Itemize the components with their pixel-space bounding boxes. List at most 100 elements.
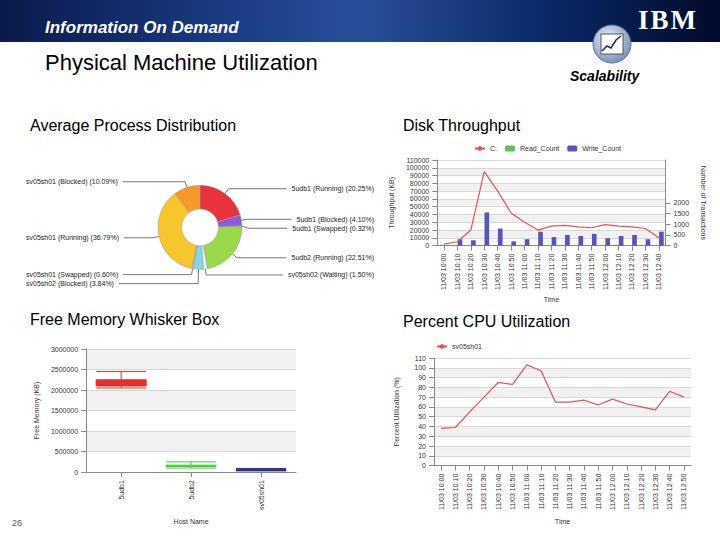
svg-text:60: 60 xyxy=(418,403,426,410)
svg-text:11/03 10:30: 11/03 10:30 xyxy=(480,474,487,511)
svg-text:Free Memory (KB): Free Memory (KB) xyxy=(33,382,41,440)
html-text:IBM: IBM xyxy=(638,5,698,35)
svg-text:11/03 10:10: 11/03 10:10 xyxy=(452,474,459,511)
svg-text:Time: Time xyxy=(555,518,570,525)
svg-text:80: 80 xyxy=(418,384,426,391)
svg-text:11/03 10:50: 11/03 10:50 xyxy=(509,474,516,511)
svg-text:sv05sh02 (Waiting) (1.50%): sv05sh02 (Waiting) (1.50%) xyxy=(288,271,374,279)
svg-text:5udb1 (Swapped) (0.32%): 5udb1 (Swapped) (0.32%) xyxy=(292,225,374,233)
svg-text:40: 40 xyxy=(418,423,426,430)
svg-text:5udb2 (Running) (22.51%): 5udb2 (Running) (22.51%) xyxy=(292,254,375,262)
svg-text:5udb1 (Running) (20.25%): 5udb1 (Running) (20.25%) xyxy=(292,185,375,193)
svg-text:11/03 11:20: 11/03 11:20 xyxy=(552,474,559,510)
svg-text:11/03 10:00: 11/03 10:00 xyxy=(440,254,447,291)
svg-text:11/03 11:20: 11/03 11:20 xyxy=(548,254,555,290)
svg-text:11/03 10:20: 11/03 10:20 xyxy=(467,254,474,291)
svg-text:0: 0 xyxy=(74,469,78,476)
svg-text:2500000: 2500000 xyxy=(51,366,78,373)
svg-text:11/03 11:10: 11/03 11:10 xyxy=(534,254,541,290)
svg-text:3000000: 3000000 xyxy=(51,346,78,353)
svg-text:0: 0 xyxy=(422,462,426,469)
svg-text:11/03 12:20: 11/03 12:20 xyxy=(628,254,635,291)
svg-text:11/03 12:00: 11/03 12:00 xyxy=(602,254,609,291)
svg-text:11/03 11:00: 11/03 11:00 xyxy=(523,474,530,510)
svg-text:30: 30 xyxy=(418,433,426,440)
svg-text:1000000: 1000000 xyxy=(51,428,78,435)
svg-text:100000: 100000 xyxy=(406,164,429,171)
svg-text:11/03 11:50: 11/03 11:50 xyxy=(595,474,602,510)
svg-text:11/03 12:30: 11/03 12:30 xyxy=(642,254,649,291)
svg-text:5udb2: 5udb2 xyxy=(188,480,195,500)
svg-text:2000000: 2000000 xyxy=(51,387,78,394)
svg-text:1500: 1500 xyxy=(674,210,690,217)
svg-text:0: 0 xyxy=(425,242,429,249)
svg-text:110000: 110000 xyxy=(406,157,429,164)
svg-text:20000: 20000 xyxy=(410,227,430,234)
svg-text:Host Name: Host Name xyxy=(174,518,209,525)
svg-text:90: 90 xyxy=(418,374,426,381)
svg-text:90000: 90000 xyxy=(410,172,430,179)
svg-text:11/03 12:50: 11/03 12:50 xyxy=(680,474,687,511)
svg-text:500: 500 xyxy=(674,231,686,238)
svg-text:11/03 10:40: 11/03 10:40 xyxy=(494,254,501,291)
svg-text:70: 70 xyxy=(418,394,426,401)
svg-text:11/03 11:50: 11/03 11:50 xyxy=(588,254,595,290)
svg-text:sv05sh01: sv05sh01 xyxy=(258,480,265,510)
svg-text:40000: 40000 xyxy=(410,211,430,218)
svg-text:100: 100 xyxy=(414,364,426,371)
svg-text:20: 20 xyxy=(418,443,426,450)
svg-text:11/03 12:20: 11/03 12:20 xyxy=(638,474,645,511)
svg-text:5udb1: 5udb1 xyxy=(118,480,125,500)
svg-text:50: 50 xyxy=(418,413,426,420)
html-text:Disk Throughput: Disk Throughput xyxy=(403,117,521,134)
svg-text:5udb1 (Blocked) (4.10%): 5udb1 (Blocked) (4.10%) xyxy=(297,216,374,224)
svg-text:Write_Count: Write_Count xyxy=(582,145,621,153)
html-text:Free Memory Whisker Box: Free Memory Whisker Box xyxy=(30,311,220,328)
svg-text:80000: 80000 xyxy=(410,180,430,187)
svg-text:11/03 12:30: 11/03 12:30 xyxy=(652,474,659,511)
svg-text:110: 110 xyxy=(415,355,426,362)
svg-text:Number of Transactions: Number of Transactions xyxy=(700,166,707,241)
svg-text:Time: Time xyxy=(544,296,559,303)
html-text:Information On Demand: Information On Demand xyxy=(45,18,239,37)
svg-text:11/03 11:10: 11/03 11:10 xyxy=(538,474,545,510)
svg-text:11/03 10:50: 11/03 10:50 xyxy=(508,254,515,291)
svg-text:11/03 12:40: 11/03 12:40 xyxy=(655,254,662,291)
svg-text:11/03 11:00: 11/03 11:00 xyxy=(521,254,528,290)
svg-text:11/03 11:40: 11/03 11:40 xyxy=(580,474,587,510)
html-text:Average Process Distribution: Average Process Distribution xyxy=(30,117,236,134)
svg-text:11/03 10:10: 11/03 10:10 xyxy=(454,254,461,291)
svg-text:1000: 1000 xyxy=(674,221,690,228)
svg-text:Percent Utilization (%): Percent Utilization (%) xyxy=(393,377,401,446)
html-text:Physical Machine Utilization: Physical Machine Utilization xyxy=(45,50,318,75)
svg-text:11/03 12:00: 11/03 12:00 xyxy=(609,474,616,511)
svg-text:500000: 500000 xyxy=(55,448,78,455)
svg-text:11/03 10:00: 11/03 10:00 xyxy=(438,474,445,511)
svg-text:11/03 11:30: 11/03 11:30 xyxy=(561,254,568,290)
svg-text:50000: 50000 xyxy=(410,203,430,210)
svg-text:11/03 12:10: 11/03 12:10 xyxy=(615,254,622,291)
svg-text:2000: 2000 xyxy=(674,199,690,206)
svg-text:11/03 12:40: 11/03 12:40 xyxy=(666,474,673,511)
svg-text:sv05sh01: sv05sh01 xyxy=(452,343,482,350)
svg-text:sv05sh01 (Running) (36.79%): sv05sh01 (Running) (36.79%) xyxy=(26,234,119,242)
svg-text:11/03 11:40: 11/03 11:40 xyxy=(575,254,582,290)
svg-text:11/03 10:20: 11/03 10:20 xyxy=(466,474,473,511)
svg-text:11/03 12:10: 11/03 12:10 xyxy=(623,474,630,511)
svg-text:C:: C: xyxy=(490,145,497,152)
svg-text:0: 0 xyxy=(674,242,678,249)
svg-text:10000: 10000 xyxy=(410,234,430,241)
svg-text:Throughput (KB): Throughput (KB) xyxy=(388,177,396,229)
svg-text:10: 10 xyxy=(418,452,426,459)
svg-text:sv05sh01 (Blocked) (10.09%): sv05sh01 (Blocked) (10.09%) xyxy=(26,178,118,186)
svg-text:30000: 30000 xyxy=(410,219,430,226)
svg-text:1500000: 1500000 xyxy=(51,407,78,414)
svg-text:11/03 10:40: 11/03 10:40 xyxy=(495,474,502,511)
svg-text:60000: 60000 xyxy=(410,195,430,202)
svg-text:Read_Count: Read_Count xyxy=(520,145,559,153)
svg-text:11/03 11:30: 11/03 11:30 xyxy=(566,474,573,510)
svg-text:11/03 10:30: 11/03 10:30 xyxy=(481,254,488,291)
svg-text:sv05sh01 (Swapped) (0.60%): sv05sh01 (Swapped) (0.60%) xyxy=(26,271,118,279)
svg-text:70000: 70000 xyxy=(410,188,430,195)
svg-text:sv05sh02 (Blocked) (3.84%): sv05sh02 (Blocked) (3.84%) xyxy=(26,280,114,288)
